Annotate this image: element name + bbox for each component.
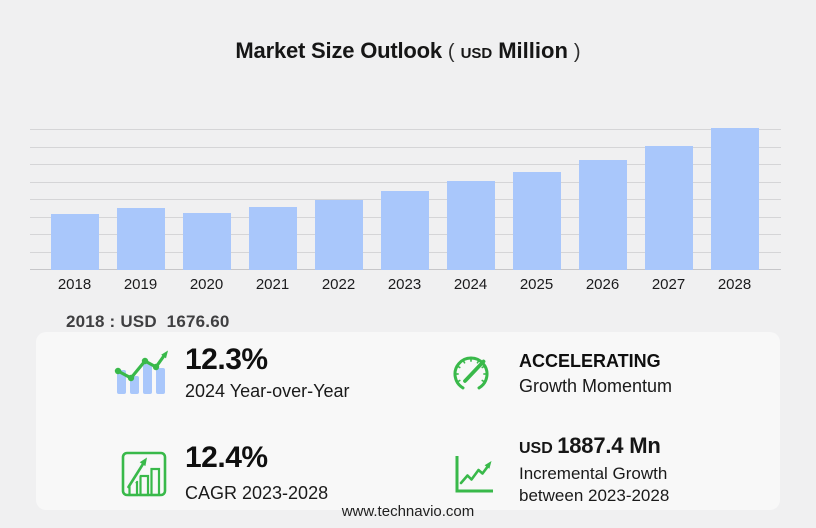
bar-2020[interactable]: [182, 213, 231, 270]
bar-2023[interactable]: [380, 191, 429, 270]
bar-2019[interactable]: [116, 208, 165, 270]
title-paren-close: ): [573, 41, 581, 63]
chart-title-main: Market Size Outlook: [235, 38, 442, 63]
gridline: [30, 181, 781, 183]
yoy-value: 12.3%: [185, 343, 268, 376]
x-label-2021: 2021: [255, 276, 290, 293]
stat-cagr: 12.4% CAGR 2023-2028: [185, 441, 328, 504]
bar-2018[interactable]: [50, 214, 99, 270]
stat-yoy: 12.3% 2024 Year-over-Year: [185, 343, 349, 402]
incremental-label-line2: between 2023-2028: [519, 486, 670, 505]
x-label-2023: 2023: [387, 276, 422, 293]
incremental-value: 1887.4 Mn: [557, 433, 661, 458]
gauge-icon: [448, 351, 494, 400]
cagr-value: 12.4%: [185, 441, 268, 474]
chart-title: Market Size Outlook ( USD Million ): [0, 38, 816, 64]
yoy-label: 2024 Year-over-Year: [185, 381, 350, 401]
bar-2022[interactable]: [314, 200, 363, 270]
bar-2028[interactable]: [710, 128, 759, 270]
line-growth-icon: [452, 451, 494, 500]
framed-growth-chart-icon: [120, 450, 168, 503]
incremental-value-line: USD 1887.4 Mn: [519, 432, 669, 463]
bar-2027[interactable]: [644, 146, 693, 270]
x-label-2019: 2019: [123, 276, 158, 293]
bar-2024[interactable]: [446, 181, 495, 270]
x-label-2022: 2022: [321, 276, 356, 293]
source-url: www.technavio.com: [341, 503, 475, 520]
stat-momentum: ACCELERATING Growth Momentum: [519, 349, 672, 399]
title-paren-open: (: [447, 41, 455, 63]
x-label-2026: 2026: [585, 276, 620, 293]
trend-bar-chart-icon: [114, 346, 170, 399]
title-unit-magnitude: Million: [498, 38, 568, 63]
bar-2021[interactable]: [248, 207, 297, 270]
momentum-title: ACCELERATING: [519, 351, 661, 371]
x-label-2020: 2020: [189, 276, 224, 293]
chart-value-callout: 2018 : USD 1676.60: [66, 312, 230, 331]
stat-incremental: USD 1887.4 Mn Incremental Growth between…: [519, 432, 669, 507]
gridline: [30, 164, 781, 165]
x-axis-labels: 2018 2019 2020 2021 2022 2023 2024 2025 2026 2027…: [30, 276, 781, 294]
cagr-label: CAGR 2023-2028: [185, 483, 329, 503]
bar-2026[interactable]: [578, 160, 627, 270]
x-label-2027: 2027: [651, 276, 686, 293]
plot-area: [30, 120, 781, 270]
gridline: [30, 129, 781, 130]
x-label-2024: 2024: [453, 276, 488, 293]
x-label-2018: 2018: [57, 276, 92, 293]
x-label-2028: 2028: [717, 276, 752, 293]
title-unit-currency: USD: [460, 45, 493, 62]
incremental-label-line1: Incremental Growth: [519, 464, 668, 483]
x-label-2025: 2025: [519, 276, 554, 293]
gridline: [30, 146, 781, 148]
momentum-label: Growth Momentum: [519, 376, 673, 396]
bar-2025[interactable]: [512, 172, 561, 270]
incremental-currency: USD: [519, 440, 553, 457]
